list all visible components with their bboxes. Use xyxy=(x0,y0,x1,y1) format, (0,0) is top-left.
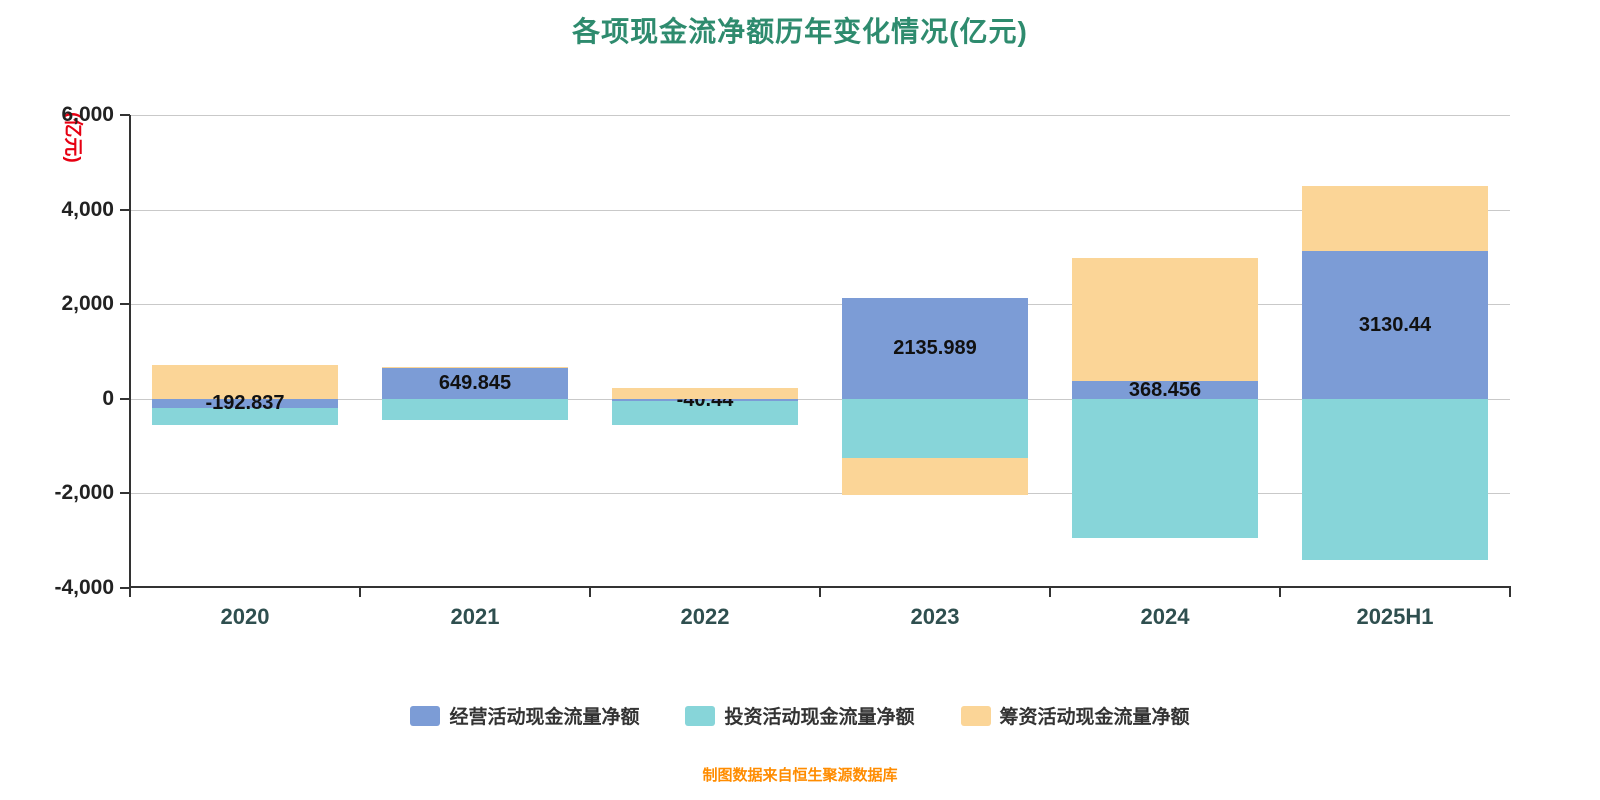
x-axis-tick xyxy=(1509,588,1511,597)
bar-segment xyxy=(842,458,1028,495)
legend-item-investing: 投资活动现金流量净额 xyxy=(685,702,915,729)
bar-segment xyxy=(1072,381,1258,399)
bar-value-label: 649.845 xyxy=(438,372,512,395)
bar-value-label: 368.456 xyxy=(1128,379,1202,402)
legend-swatch-financing xyxy=(960,705,991,726)
bar-segment xyxy=(152,407,338,425)
bar-segment xyxy=(382,367,568,369)
bar-segment xyxy=(1072,398,1258,539)
legend-label-financing: 筹资活动现金流量净额 xyxy=(999,707,1190,728)
y-axis-tick xyxy=(120,587,130,589)
legend: 经营活动现金流量净额 投资活动现金流量净额 筹资活动现金流量净额 xyxy=(0,702,1600,729)
x-axis-tick xyxy=(1049,588,1051,597)
x-axis-label: 2025H1 xyxy=(1356,604,1434,629)
bar-segment xyxy=(612,400,798,426)
y-axis-tick xyxy=(120,397,130,400)
y-tick-label: 2,000 xyxy=(61,292,114,316)
bar-value-label: 2135.989 xyxy=(893,337,977,360)
legend-item-financing: 筹资活动现金流量净额 xyxy=(960,702,1190,729)
x-axis-label: 2021 xyxy=(450,604,500,629)
y-axis-tick xyxy=(120,208,130,211)
legend-label-investing: 投资活动现金流量净额 xyxy=(724,707,915,728)
legend-swatch-investing xyxy=(685,705,716,726)
y-tick-label: 0 xyxy=(102,386,114,410)
x-axis-label: 2022 xyxy=(680,604,730,629)
legend-swatch-operating xyxy=(410,705,441,726)
bar-segment xyxy=(1302,185,1488,251)
y-tick-label: 4,000 xyxy=(61,197,114,221)
legend-label-operating: 经营活动现金流量净额 xyxy=(449,707,640,728)
bar-value-label: -192.837 xyxy=(205,392,285,415)
y-tick-label: 6,000 xyxy=(61,103,114,126)
gridline xyxy=(130,210,1510,211)
x-axis-tick xyxy=(589,588,591,597)
bar-segment xyxy=(152,398,338,408)
bar-segment xyxy=(1072,258,1258,382)
x-axis-label: 2020 xyxy=(220,604,270,629)
bar-value-label: 3130.44 xyxy=(1358,313,1432,336)
bar-segment xyxy=(842,297,1028,399)
bar-segment xyxy=(612,388,798,399)
gridline xyxy=(130,115,1510,116)
x-axis-tick xyxy=(819,588,821,597)
bar-segment xyxy=(612,398,798,401)
gridline xyxy=(130,493,1510,494)
source-caption: 制图数据来自恒生聚源数据库 xyxy=(702,767,898,784)
y-axis-tick xyxy=(120,303,130,306)
y-axis-tick xyxy=(120,114,130,116)
x-axis-tick xyxy=(129,588,131,597)
x-axis-tick xyxy=(1279,588,1281,597)
y-axis-line xyxy=(129,115,131,588)
x-axis-line xyxy=(129,586,1511,588)
x-axis-label: 2024 xyxy=(1140,604,1190,629)
legend-item-operating: 经营活动现金流量净额 xyxy=(410,702,639,729)
y-tick-label: -4,000 xyxy=(54,576,114,599)
bar-segment xyxy=(1302,398,1488,560)
bar-segment xyxy=(152,364,338,399)
x-axis-label: 2023 xyxy=(910,604,960,629)
bar-segment xyxy=(382,398,568,420)
y-axis-tick xyxy=(120,492,130,495)
bar-segment xyxy=(1302,250,1488,399)
bar-segment xyxy=(382,368,568,399)
x-axis-tick xyxy=(359,588,361,597)
y-tick-label: -2,000 xyxy=(54,481,114,505)
bar-segment xyxy=(842,398,1028,459)
plot-area: 6,000 4,000 2,000 0 -2,000 -4,000 2020 2021 2022… xyxy=(54,103,1511,629)
gridline xyxy=(130,304,1510,305)
gridline xyxy=(130,399,1510,400)
chart-title: 各项现金流净额历年变化情况(亿元) xyxy=(572,16,1028,47)
